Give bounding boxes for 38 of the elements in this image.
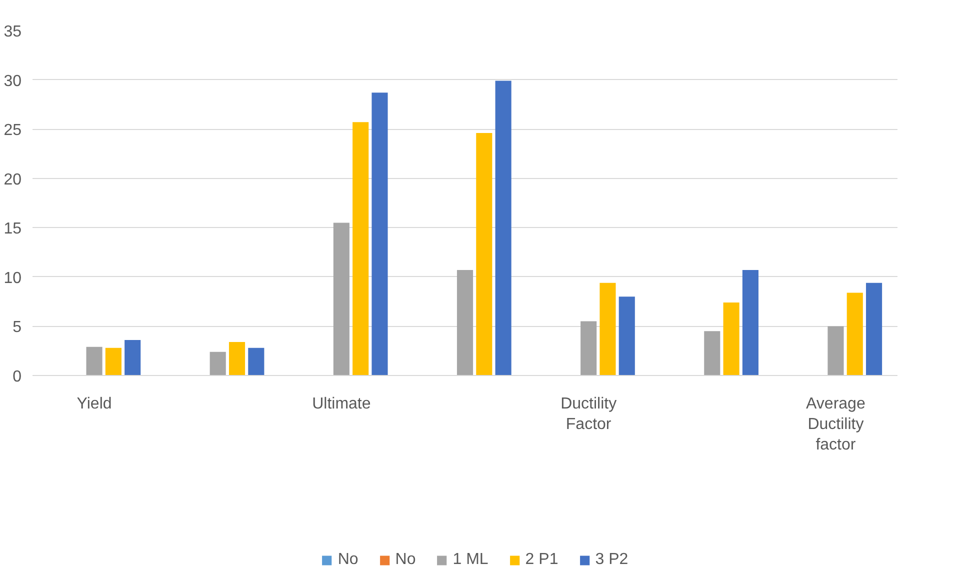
bar xyxy=(228,342,246,376)
legend-label: No xyxy=(338,550,358,568)
y-tick-label: 25 xyxy=(4,122,22,140)
bar xyxy=(86,346,102,376)
y-tick-label: 15 xyxy=(4,220,22,238)
bar xyxy=(352,122,369,376)
y-tick-label: 5 xyxy=(12,319,22,336)
bar xyxy=(105,348,122,376)
x-tick-label: Ultimate xyxy=(312,396,371,412)
y-tick-label: 10 xyxy=(4,270,22,287)
bar xyxy=(618,296,635,376)
legend-label: 3 P2 xyxy=(595,550,628,568)
bar xyxy=(866,282,882,376)
bar xyxy=(456,270,474,376)
y-tick-label: 35 xyxy=(4,24,22,40)
x-tick-label: Yield xyxy=(76,396,112,412)
bar xyxy=(580,321,597,376)
x-tick-label: Average Ductility factor xyxy=(806,396,866,454)
bar xyxy=(723,302,740,376)
y-tick-label: 30 xyxy=(4,72,22,90)
y-tick-label: 20 xyxy=(4,171,22,188)
bar xyxy=(600,282,616,376)
bar xyxy=(248,348,264,376)
bar xyxy=(846,292,863,376)
bar xyxy=(828,326,844,376)
bar xyxy=(372,92,388,376)
legend-label: 2 P1 xyxy=(525,550,558,568)
y-tick-label: 0 xyxy=(12,368,22,386)
legend-label: No xyxy=(395,550,416,568)
bar xyxy=(333,222,350,376)
bar xyxy=(704,331,720,376)
x-tick-label: Ductility Factor xyxy=(560,396,617,433)
bar xyxy=(476,133,492,376)
bar xyxy=(495,80,512,376)
legend-label: 1 ML xyxy=(452,550,488,568)
bar xyxy=(210,352,226,376)
bar xyxy=(124,340,141,376)
bar xyxy=(742,270,758,376)
